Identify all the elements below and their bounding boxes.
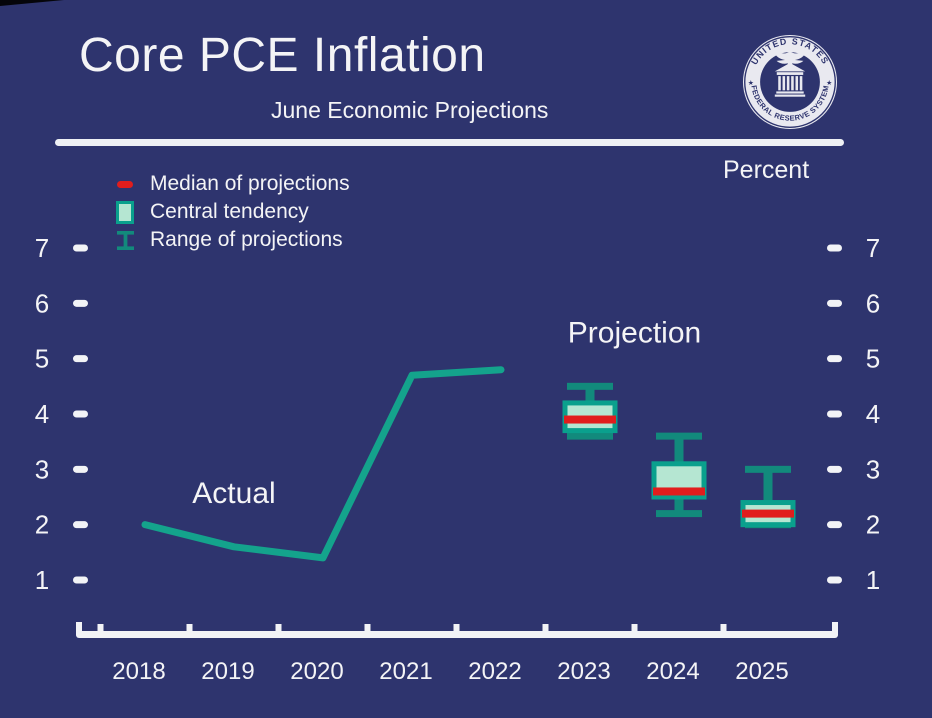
video-corner-artifact [0, 0, 64, 6]
seal-inner-disc [760, 52, 820, 112]
chart-legend: Median of projections Central tendency R… [112, 170, 350, 254]
federal-reserve-seal-icon: UNITED STATES FEDERAL RESERVE SYSTEM ★ ★ [742, 34, 838, 130]
legend-item-range: Range of projections [112, 226, 350, 254]
x-tick-2018 [97, 624, 104, 632]
legend-item-median: Median of projections [112, 170, 350, 198]
y-tick-right-5 [827, 355, 842, 363]
x-tick-2024 [631, 624, 638, 632]
y-tick-left-6 [73, 299, 88, 307]
y-label-right-2: 2 [866, 510, 880, 540]
actual-line-series [141, 366, 505, 562]
y-label-left-1: 1 [35, 565, 49, 595]
page-title: Core PCE Inflation [79, 29, 486, 82]
y-label-right-1: 1 [866, 565, 880, 595]
y-label-right-4: 4 [866, 399, 880, 429]
legend-item-central-tendency: Central tendency [112, 198, 350, 226]
y-label-right-6: 6 [866, 288, 880, 318]
y-label-left-6: 6 [35, 288, 49, 318]
annotation-projection: Projection [568, 317, 701, 350]
y-label-left-2: 2 [35, 510, 49, 540]
x-tick-2022 [453, 624, 460, 632]
range-i-beam-icon [112, 230, 138, 250]
x-tick-2025 [720, 624, 727, 632]
x-tick-2020 [275, 624, 282, 632]
x-label-2020: 2020 [290, 658, 343, 685]
x-label-2025: 2025 [735, 658, 788, 685]
central-tendency-box-icon [112, 200, 138, 224]
seal-eagle-building-emblem [772, 48, 808, 97]
y-tick-left-2 [73, 521, 88, 529]
y-tick-left-5 [73, 355, 88, 363]
range-stem-2025 [763, 469, 773, 525]
y-tick-left-1 [73, 576, 88, 584]
y-label-left-5: 5 [35, 344, 49, 374]
y-tick-left-3 [73, 465, 88, 473]
legend-label-median: Median of projections [150, 172, 350, 195]
x-axis-end-tick-left [76, 622, 82, 634]
y-tick-right-7 [827, 244, 842, 252]
legend-label-central-tendency: Central tendency [150, 200, 309, 223]
x-axis-end-tick-right [832, 622, 838, 634]
page-subtitle: June Economic Projections [271, 97, 549, 123]
y-tick-right-3 [827, 465, 842, 473]
legend-label-range: Range of projections [150, 228, 343, 251]
y-label-left-4: 4 [35, 399, 49, 429]
seal-star-left: ★ [748, 80, 754, 87]
x-tick-2023 [542, 624, 549, 632]
x-label-2018: 2018 [112, 658, 165, 685]
y-label-right-7: 7 [866, 233, 880, 263]
y-label-right-5: 5 [866, 344, 880, 374]
y-tick-right-6 [827, 299, 842, 307]
x-label-2023: 2023 [557, 658, 610, 685]
y-tick-right-1 [827, 576, 842, 584]
x-label-2021: 2021 [379, 658, 432, 685]
title-separator [55, 139, 844, 146]
y-axis-unit-label: Percent [723, 156, 810, 184]
x-label-2019: 2019 [201, 658, 254, 685]
x-label-2022: 2022 [468, 658, 521, 685]
x-label-2024: 2024 [646, 658, 699, 685]
x-tick-2021 [364, 624, 371, 632]
median-dash-icon [112, 180, 138, 188]
y-label-left-7: 7 [35, 233, 49, 263]
y-tick-left-4 [73, 410, 88, 418]
y-label-right-3: 3 [866, 454, 880, 484]
median-dash-2023 [564, 415, 616, 424]
y-tick-right-4 [827, 410, 842, 418]
seal-star-right: ★ [826, 80, 832, 87]
y-tick-right-2 [827, 521, 842, 529]
annotation-actual: Actual [192, 477, 275, 510]
x-axis-line [76, 631, 838, 638]
x-tick-2019 [186, 624, 193, 632]
median-dash-2025 [742, 509, 794, 518]
y-label-left-3: 3 [35, 454, 49, 484]
y-tick-left-7 [73, 244, 88, 252]
median-dash-2024 [653, 487, 705, 496]
